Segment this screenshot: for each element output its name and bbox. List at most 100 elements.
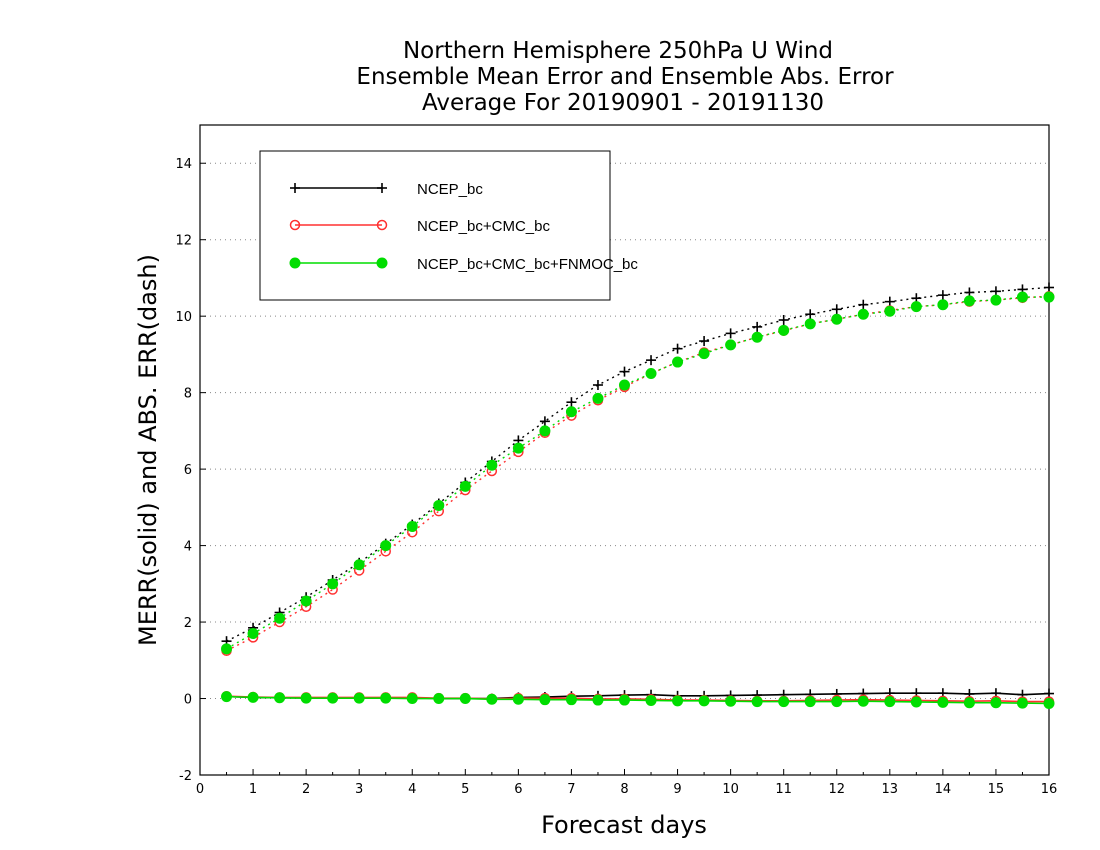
x-axis-label: Forecast days <box>541 811 707 839</box>
series-1 <box>221 291 1055 707</box>
legend-entry-0: NCEP_bc <box>290 181 483 198</box>
legend-marker <box>289 219 301 231</box>
title-line-3: Average For 20190901 - 20191130 <box>422 90 824 116</box>
abs-err-line <box>226 295 1050 652</box>
x-tick-label: 15 <box>988 782 1005 797</box>
abs-err-point <box>565 406 577 418</box>
legend: NCEP_bc NCEP_bc+CMC_bc NCEP_bc+CMC_bc+FNMO… <box>259 150 638 301</box>
y-tick-label: 2 <box>184 616 192 631</box>
legend-marker <box>377 183 387 193</box>
x-tick-label: 3 <box>355 782 363 797</box>
abs-err-point <box>831 313 843 325</box>
abs-err-point <box>778 315 789 325</box>
mean-err-point <box>221 691 233 703</box>
abs-err-point <box>752 321 763 332</box>
legend-label: NCEP_bc+CMC_bc <box>417 218 550 235</box>
chart-title: Northern Hemisphere 250hPa U Wind Ensemb… <box>356 38 894 116</box>
legend-marker <box>376 257 388 269</box>
abs-err-point <box>566 397 577 408</box>
legend-marker <box>290 183 300 193</box>
abs-err-point <box>539 416 550 427</box>
abs-err-point <box>406 520 418 532</box>
series <box>221 282 1055 709</box>
legend-marker <box>376 219 388 231</box>
abs-err-point <box>751 331 763 343</box>
abs-err-point <box>672 343 683 354</box>
mean-err-point <box>459 693 471 705</box>
abs-err-point <box>725 339 737 351</box>
abs-err-point <box>353 559 365 571</box>
x-tick-label: 10 <box>722 782 739 797</box>
mean-err-point <box>645 694 657 706</box>
y-tick-label: 6 <box>184 463 192 478</box>
x-tick-label: 4 <box>408 782 416 797</box>
abs-err-point <box>725 328 736 339</box>
mean-err-point <box>857 695 869 707</box>
mean-err-point <box>247 691 259 703</box>
mean-err-point <box>539 694 551 706</box>
abs-err-point <box>380 540 392 552</box>
abs-err-point <box>831 304 842 315</box>
legend-entry-2: NCEP_bc+CMC_bc+FNMOC_bc <box>289 256 638 273</box>
mean-err-point <box>300 692 312 704</box>
mean-err-point <box>1043 698 1055 709</box>
y-tick-label: -2 <box>179 769 192 784</box>
abs-err-point <box>778 324 790 336</box>
abs-err-point <box>300 595 312 607</box>
abs-err-point <box>1043 291 1055 303</box>
mean-err-point <box>672 695 684 707</box>
legend-marker <box>289 257 301 269</box>
title-line-1: Northern Hemisphere 250hPa U Wind <box>403 38 833 64</box>
mean-err-point <box>512 693 524 705</box>
y-tick-label: 8 <box>184 387 192 402</box>
mean-err-point <box>725 695 737 707</box>
abs-err-point <box>884 305 896 317</box>
x-tick-label: 11 <box>775 782 792 797</box>
abs-err-point <box>619 366 630 377</box>
abs-err-point <box>433 499 445 511</box>
abs-err-point <box>459 480 471 492</box>
x-tick-label: 7 <box>567 782 575 797</box>
mean-err-point <box>353 692 365 704</box>
x-tick-label: 8 <box>620 782 628 797</box>
mean-err-point <box>433 693 445 705</box>
mean-err-point <box>751 696 763 708</box>
mean-err-point <box>698 695 710 707</box>
x-tick-label: 6 <box>514 782 522 797</box>
abs-err-point <box>539 425 551 437</box>
abs-err-point <box>910 301 922 313</box>
legend-entry-1: NCEP_bc+CMC_bc <box>289 218 550 235</box>
title-line-2: Ensemble Mean Error and Ensemble Abs. Er… <box>356 64 894 90</box>
abs-err-line <box>226 286 1050 642</box>
mean-err-point <box>565 694 577 706</box>
y-tick-label: 10 <box>175 310 192 325</box>
mean-err-point <box>406 693 418 705</box>
abs-err-point <box>274 612 286 624</box>
mean-err-point <box>884 696 896 708</box>
abs-err-point <box>963 295 975 307</box>
mean-err-point <box>274 692 286 704</box>
mean-err-point <box>778 696 790 708</box>
mean-err-point <box>592 694 604 706</box>
abs-err-point <box>645 368 657 380</box>
abs-err-point <box>247 628 259 640</box>
abs-err-point <box>884 296 895 307</box>
x-tick-label: 13 <box>882 782 899 797</box>
mean-err-point <box>937 696 949 708</box>
abs-err-line <box>226 296 1049 650</box>
abs-err-point <box>858 299 869 310</box>
x-tick-label: 0 <box>196 782 204 797</box>
x-tick-label: 1 <box>249 782 257 797</box>
y-tick-label: 0 <box>184 693 192 708</box>
abs-err-point <box>804 318 816 330</box>
abs-err-point <box>486 459 498 471</box>
mean-err-point <box>990 697 1002 709</box>
mean-err-point <box>486 693 498 705</box>
series-0 <box>221 282 1054 704</box>
mean-err-point <box>327 692 339 704</box>
x-tick-label: 9 <box>673 782 681 797</box>
abs-err-point <box>698 348 710 360</box>
legend-label: NCEP_bc+CMC_bc+FNMOC_bc <box>417 256 638 273</box>
y-tick-label: 12 <box>175 234 192 249</box>
